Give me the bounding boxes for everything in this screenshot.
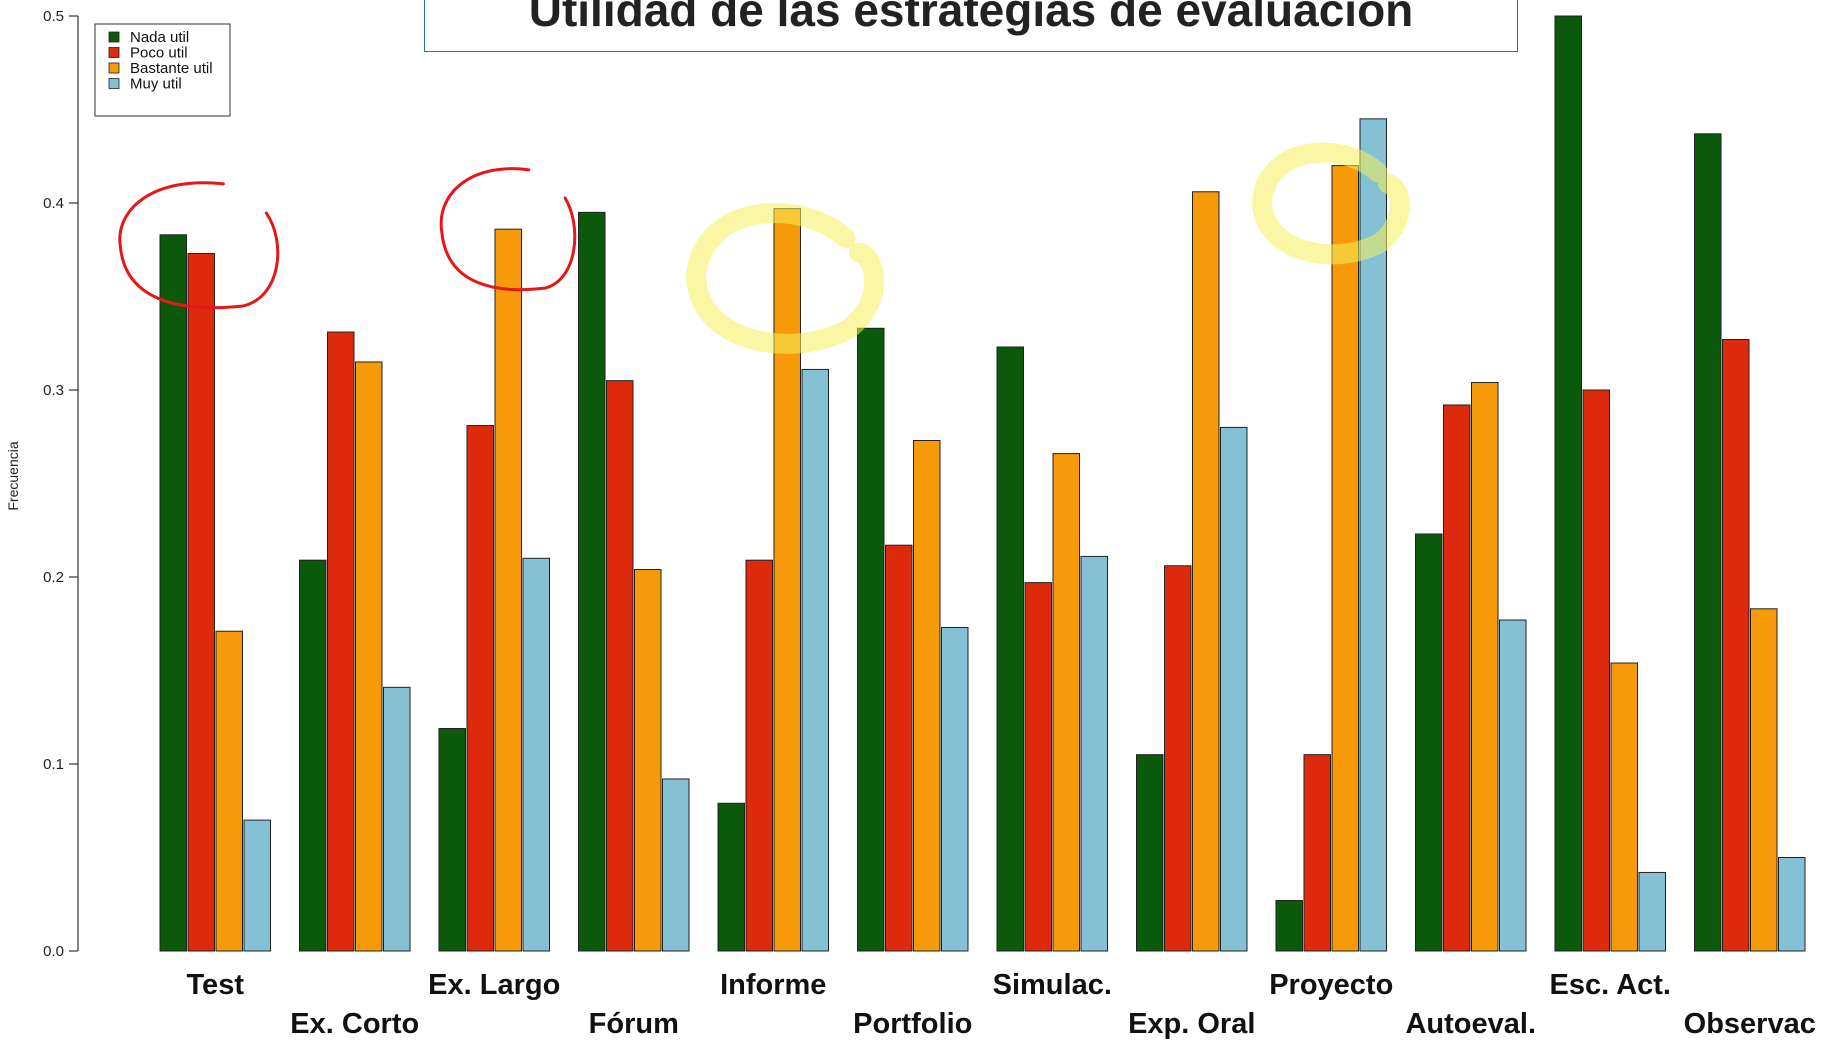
y-axis-label: Frecuencia: [5, 441, 21, 510]
category-label: Test: [187, 969, 245, 1001]
bar-1-3: [383, 686, 411, 952]
bar-8-3: [1359, 118, 1387, 952]
legend-label: Bastante util: [130, 60, 213, 77]
legend-label: Poco util: [130, 45, 188, 62]
category-label: Esc. Act.: [1550, 969, 1671, 1001]
legend-label: Muy util: [130, 76, 182, 93]
bar-1-0: [299, 559, 327, 952]
bar-6-0: [996, 346, 1024, 952]
bar-3-1: [606, 380, 634, 952]
annotations: [118, 142, 1410, 354]
category-label: Observac: [1684, 1008, 1816, 1040]
y-tick-label: 0.3: [43, 382, 64, 399]
bar-11-1: [1722, 339, 1750, 952]
bar-9-2: [1471, 382, 1499, 952]
bar-2-0: [438, 727, 466, 952]
bar-9-0: [1415, 533, 1443, 952]
bar-2-1: [466, 425, 494, 952]
bar-10-3: [1638, 871, 1666, 952]
bar-5-3: [941, 626, 969, 952]
bar-11-3: [1778, 857, 1806, 952]
bar-0-1: [187, 252, 215, 952]
bar-11-2: [1750, 608, 1778, 952]
category-label: Portfolio: [853, 1008, 972, 1040]
bar-2-2: [494, 228, 522, 952]
category-label: Ex. Corto: [290, 1008, 419, 1040]
category-label: Proyecto: [1269, 969, 1393, 1001]
bar-7-1: [1164, 565, 1192, 952]
category-label: Fórum: [589, 1008, 679, 1040]
bar-3-0: [578, 211, 606, 952]
bar-6-2: [1052, 453, 1080, 952]
yellow-highlight-annotation: [1251, 142, 1410, 265]
red-circle-annotation: [439, 167, 577, 292]
bar-0-3: [243, 819, 271, 952]
y-tick-label: 0.4: [43, 195, 64, 212]
bar-8-2: [1331, 165, 1359, 952]
red-circle-annotation: [118, 181, 280, 310]
y-axis: 0.0 0.1 0.2 0.3 0.4 0.5: [43, 8, 79, 960]
bar-6-1: [1024, 582, 1052, 952]
legend-swatch: [108, 62, 120, 74]
bar-7-3: [1220, 426, 1248, 952]
bar-7-2: [1192, 191, 1220, 952]
category-labels: Test Ex. Corto Ex. Largo Fórum Informe Portfo…: [187, 969, 1816, 1040]
bar-9-1: [1443, 404, 1471, 952]
chart-title: Utilidad de las estrategias de evaluació…: [424, 0, 1518, 52]
bar-1-2: [355, 361, 383, 952]
bar-7-0: [1136, 754, 1164, 952]
y-tick-label: 0.2: [43, 569, 64, 586]
bar-5-0: [857, 327, 885, 952]
category-label: Exp. Oral: [1128, 1008, 1255, 1040]
yellow-highlight-annotation: [685, 203, 885, 354]
bar-0-2: [215, 630, 243, 952]
bars: [159, 15, 1806, 952]
legend-swatch: [108, 47, 120, 58]
bar-10-0: [1554, 15, 1582, 952]
bar-4-2: [773, 208, 801, 952]
bar-8-1: [1303, 754, 1331, 952]
bar-10-2: [1610, 662, 1638, 952]
bar-3-2: [634, 569, 662, 952]
bar-9-3: [1499, 619, 1527, 952]
category-label: Ex. Largo: [428, 969, 560, 1001]
bar-3-3: [662, 778, 690, 952]
y-tick-label: 0.1: [43, 756, 64, 773]
bar-6-3: [1080, 555, 1108, 952]
bar-4-0: [717, 802, 745, 952]
category-label: Informe: [720, 969, 826, 1001]
y-tick-label: 0.0: [43, 943, 64, 960]
legend-label: Nada util: [130, 29, 189, 46]
bar-2-3: [522, 557, 550, 952]
bar-0-0: [159, 234, 187, 952]
category-label: Autoeval.: [1405, 1008, 1536, 1040]
bar-1-1: [327, 331, 355, 952]
y-tick-label: 0.5: [43, 8, 64, 25]
bar-11-0: [1694, 133, 1722, 952]
bar-4-3: [801, 368, 829, 952]
bar-5-1: [885, 544, 913, 952]
category-label: Simulac.: [993, 969, 1112, 1001]
bar-10-1: [1582, 389, 1610, 952]
bar-8-0: [1275, 900, 1303, 952]
legend-swatch: [108, 78, 120, 89]
bar-4-1: [745, 559, 773, 952]
legend-swatch: [108, 31, 120, 43]
bar-5-2: [913, 439, 941, 952]
